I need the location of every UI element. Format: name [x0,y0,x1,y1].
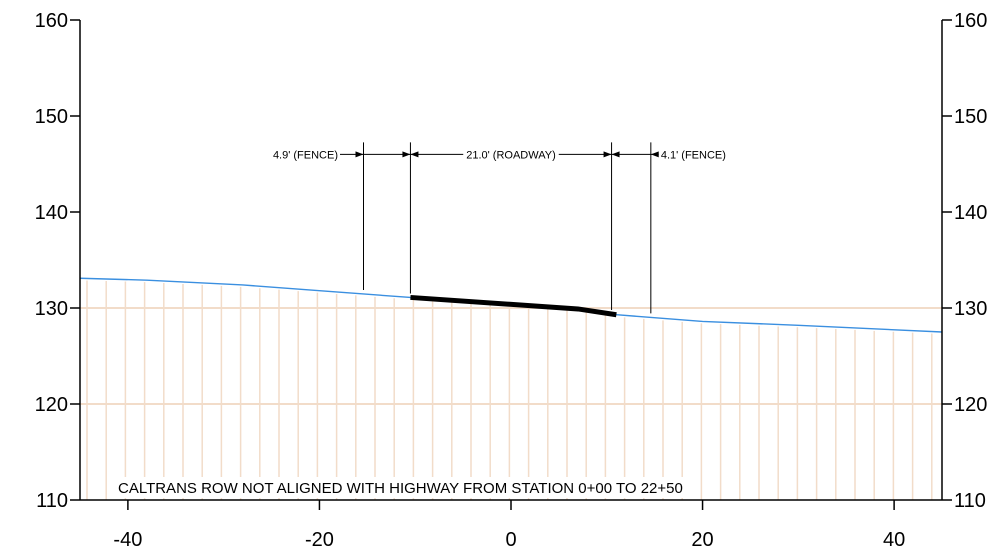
dimension-arrowhead [650,151,659,158]
dimension-label-fence-right: 4.1' (FENCE) [661,149,726,161]
y-tick-label-right: 150 [954,106,987,128]
series [79,277,943,333]
y-tick-label-left: 150 [35,106,68,128]
y-tick-label-left: 130 [35,298,68,320]
x-tick-label: 20 [691,529,713,551]
x-tick-label: 40 [883,529,905,551]
axes [70,19,952,510]
note-annotation: CALTRANS ROW NOT ALIGNED WITH HIGHWAY FR… [118,480,683,497]
grid [80,307,942,405]
y-tick-label-left: 160 [35,10,68,32]
y-tick-label-right: 140 [954,202,987,224]
tick-labels: 110 110 120 120 130 130 140 140 150 150 160 160 -40 -… [35,10,988,551]
dimension-arrowhead [402,151,411,158]
y-tick-label-left: 110 [36,490,68,512]
roadway-line [410,294,617,318]
dimension-label-roadway: 21.0' (ROADWAY) [466,149,556,161]
dimension-annotations: 4.9' (FENCE) 21.0' (ROADWAY) 4.1' (FENCE) [273,142,728,314]
y-tick-label-right: 130 [954,298,987,320]
y-tick-label-right: 120 [954,394,987,416]
note-background [114,477,687,498]
dimension-arrowhead [355,151,364,158]
ground-hatch [86,280,933,500]
dimension-label-fence-left: 4.9' (FENCE) [273,149,338,161]
dimension-arrowhead [603,151,612,158]
y-tick-label-left: 120 [35,394,68,416]
dimension-label-background [463,146,559,163]
x-tick-label: -40 [113,529,142,551]
dimension-label-background [658,146,728,163]
x-tick-label: -20 [305,529,334,551]
x-tick-label: 0 [505,529,516,551]
y-tick-label-right: 160 [954,10,987,32]
y-tick-label-left: 140 [35,202,68,224]
y-tick-label-right: 110 [954,490,986,512]
